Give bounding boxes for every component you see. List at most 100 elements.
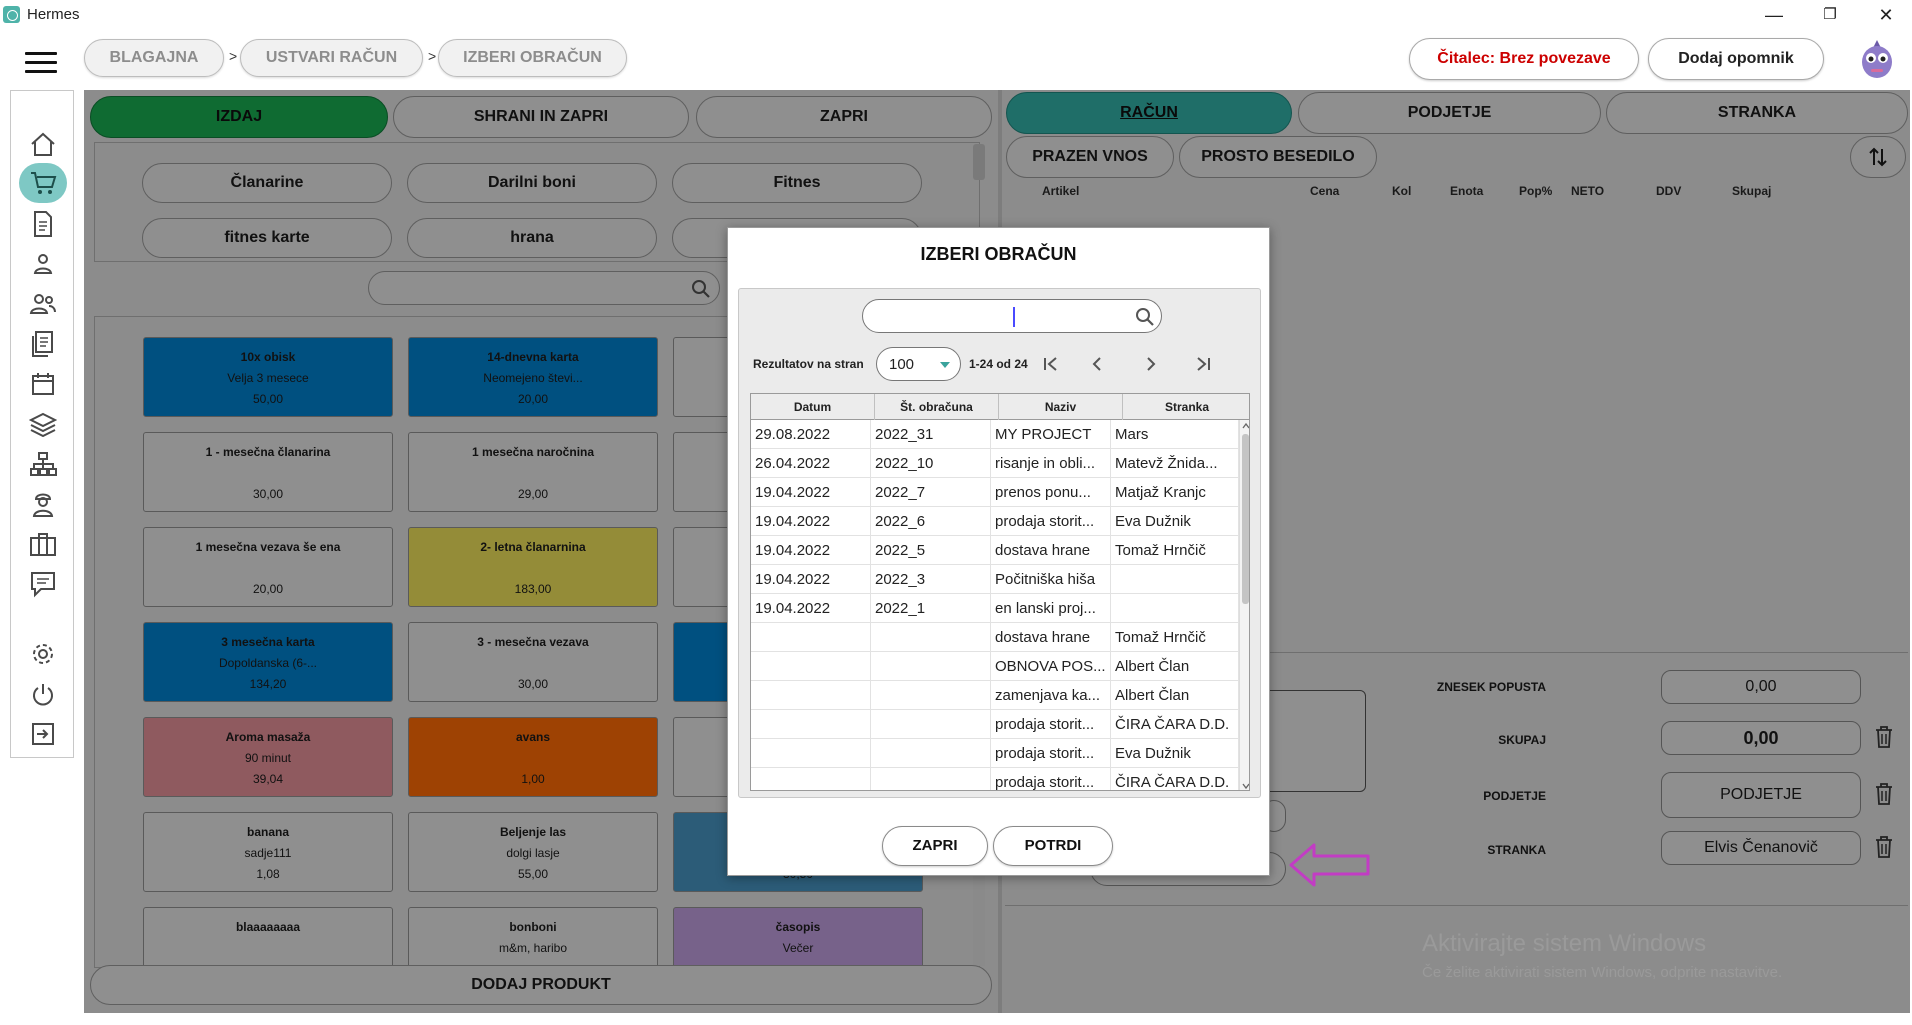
table-row[interactable]: 26.04.2022 2022_10 risanje in obli... Matev… bbox=[751, 449, 1239, 478]
trash-icon[interactable] bbox=[1875, 726, 1893, 748]
menu-icon[interactable] bbox=[25, 52, 57, 74]
customer-value[interactable]: Elvis Čenanovič bbox=[1661, 831, 1861, 865]
product-tile[interactable]: 3 - mesečna vezava 30,00 bbox=[408, 622, 658, 702]
close-invoice-button[interactable]: ZAPRI bbox=[696, 96, 992, 138]
chevron-up-icon[interactable] bbox=[1242, 422, 1250, 430]
table-row[interactable]: 19.04.2022 2022_1 en lanski proj... bbox=[751, 594, 1239, 623]
table-row[interactable]: prodaja storit... Eva Dužnik bbox=[751, 739, 1239, 768]
save-close-button[interactable]: SHRANI IN ZAPRI bbox=[393, 96, 689, 138]
users-icon[interactable] bbox=[28, 289, 58, 319]
last-page-button[interactable] bbox=[1185, 346, 1221, 382]
layers-icon[interactable] bbox=[28, 409, 58, 439]
worker-icon[interactable] bbox=[28, 489, 58, 519]
tab-customer[interactable]: STRANKA bbox=[1606, 92, 1908, 134]
dialog-close-button[interactable]: ZAPRI bbox=[882, 826, 988, 866]
table-row[interactable]: prodaja storit... ČIRA ČARA D.D. bbox=[751, 710, 1239, 739]
tab-company[interactable]: PODJETJE bbox=[1298, 92, 1601, 134]
category-button[interactable]: fitnes karte bbox=[142, 218, 392, 258]
product-tile[interactable]: bonboni m&m, haribo bbox=[408, 907, 658, 967]
table-row[interactable]: dostava hrane Tomaž Hrnčič bbox=[751, 623, 1239, 652]
category-button[interactable]: hrana bbox=[407, 218, 657, 258]
product-tile[interactable]: banana sadje111 1,08 bbox=[143, 812, 393, 892]
breadcrumb-blagajna[interactable]: BLAGAJNA bbox=[84, 39, 224, 77]
column-header[interactable]: Datum bbox=[751, 394, 875, 420]
breadcrumb-ustvari-racun[interactable]: USTVARI RAČUN bbox=[240, 39, 423, 77]
document-icon[interactable] bbox=[28, 209, 58, 239]
dialog-search-input[interactable] bbox=[862, 299, 1162, 333]
rows-per-page-select[interactable]: 100 bbox=[876, 347, 961, 381]
window-title: Hermes bbox=[27, 6, 80, 23]
product-search-input[interactable] bbox=[368, 271, 720, 305]
product-tile[interactable]: avans 1,00 bbox=[408, 717, 658, 797]
minimize-button[interactable]: — bbox=[1765, 5, 1783, 25]
cart-icon[interactable] bbox=[19, 163, 67, 203]
documents-icon[interactable] bbox=[28, 329, 58, 359]
maximize-button[interactable]: ❐ bbox=[1823, 6, 1837, 23]
product-tile[interactable]: 10x obisk Velja 3 mesece 50,00 bbox=[143, 337, 393, 417]
close-window-button[interactable]: ✕ bbox=[1878, 5, 1894, 25]
reader-status-button[interactable]: Čitalec: Brez povezave bbox=[1409, 38, 1639, 80]
previous-page-button[interactable] bbox=[1079, 346, 1115, 382]
table-row[interactable]: 29.08.2022 2022_31 MY PROJECT Mars bbox=[751, 420, 1239, 449]
chat-icon[interactable] bbox=[28, 569, 58, 599]
product-tile[interactable]: 2- letna članarnina 183,00 bbox=[408, 527, 658, 607]
product-name: 1 - mesečna članarina bbox=[205, 445, 331, 459]
tab-invoice[interactable]: RAČUN bbox=[1006, 92, 1292, 134]
trash-icon[interactable] bbox=[1875, 836, 1893, 858]
company-button[interactable]: PODJETJE bbox=[1661, 772, 1861, 818]
note-box[interactable] bbox=[1262, 690, 1366, 792]
table-row[interactable]: OBNOVA POS... Albert Član bbox=[751, 652, 1239, 681]
home-icon[interactable] bbox=[28, 129, 58, 159]
scrollbar-thumb[interactable] bbox=[1242, 434, 1249, 604]
calendar-icon[interactable] bbox=[28, 369, 58, 399]
product-tile[interactable]: 1 mesečna naročnina 29,00 bbox=[408, 432, 658, 512]
add-product-button[interactable]: DODAJ PRODUKT bbox=[90, 965, 992, 1005]
table-row[interactable]: 19.04.2022 2022_7 prenos ponu... Matjaž Kra… bbox=[751, 478, 1239, 507]
table-cell bbox=[751, 652, 871, 681]
column-header: Cena bbox=[1310, 184, 1340, 198]
briefcase-icon[interactable] bbox=[28, 529, 58, 559]
product-tile[interactable]: 3 mesečna karta Dopoldanska (6-... 134,20 bbox=[143, 622, 393, 702]
table-scrollbar[interactable] bbox=[1239, 420, 1250, 790]
dialog-confirm-button[interactable]: POTRDI bbox=[993, 826, 1113, 866]
column-header[interactable]: Št. obračuna bbox=[875, 394, 999, 420]
category-button[interactable]: Članarine bbox=[142, 163, 392, 203]
product-tile[interactable]: 1 mesečna vezava še ena 20,00 bbox=[143, 527, 393, 607]
avatar[interactable] bbox=[1857, 38, 1897, 80]
table-cell: 2022_5 bbox=[871, 536, 991, 565]
breadcrumb-izberi-obracun[interactable]: IZBERI OBRAČUN bbox=[438, 39, 627, 77]
table-cell bbox=[751, 768, 871, 790]
product-tile[interactable]: časopis Večer bbox=[673, 907, 923, 967]
rows-per-page-label: Rezultatov na stran bbox=[753, 357, 864, 371]
gear-icon[interactable] bbox=[28, 639, 58, 669]
product-tile[interactable]: 1 - mesečna članarina 30,00 bbox=[143, 432, 393, 512]
first-page-button[interactable] bbox=[1033, 346, 1069, 382]
product-tile[interactable]: blaaaaaaaa bbox=[143, 907, 393, 967]
next-page-button[interactable] bbox=[1133, 346, 1169, 382]
free-text-button[interactable]: PROSTO BESEDILO bbox=[1179, 136, 1377, 178]
table-row[interactable]: zamenjava ka... Albert Član bbox=[751, 681, 1239, 710]
trash-icon[interactable] bbox=[1875, 783, 1893, 805]
column-header[interactable]: Stranka bbox=[1164, 400, 1210, 414]
user-icon[interactable] bbox=[28, 249, 58, 279]
sort-button[interactable] bbox=[1850, 136, 1906, 178]
product-tile[interactable]: Beljenje las dolgi lasje 55,00 bbox=[408, 812, 658, 892]
category-button[interactable]: Fitnes bbox=[672, 163, 922, 203]
logout-icon[interactable] bbox=[28, 719, 58, 749]
table-row[interactable]: 19.04.2022 2022_3 Počitniška hiša bbox=[751, 565, 1239, 594]
table-cell: 2022_1 bbox=[871, 594, 991, 623]
power-icon[interactable] bbox=[28, 679, 58, 709]
category-button[interactable]: Darilni boni bbox=[407, 163, 657, 203]
product-tile[interactable]: Aroma masaža 90 minut 39,04 bbox=[143, 717, 393, 797]
product-tile[interactable]: 14-dnevna karta Neomejeno števi... 20,00 bbox=[408, 337, 658, 417]
table-row[interactable]: 19.04.2022 2022_5 dostava hrane Tomaž Hrnči… bbox=[751, 536, 1239, 565]
chevron-down-icon[interactable] bbox=[1242, 782, 1250, 790]
category-scrollbar[interactable] bbox=[973, 144, 985, 180]
table-row[interactable]: prodaja storit... ČIRA ČARA D.D. bbox=[751, 768, 1239, 790]
sitemap-icon[interactable] bbox=[28, 449, 58, 479]
empty-entry-button[interactable]: PRAZEN VNOS bbox=[1006, 136, 1174, 178]
table-row[interactable]: 19.04.2022 2022_6 prodaja storit... Eva Duž… bbox=[751, 507, 1239, 536]
issue-button[interactable]: IZDAJ bbox=[90, 96, 388, 138]
add-reminder-button[interactable]: Dodaj opomnik bbox=[1648, 38, 1824, 80]
column-header[interactable]: Naziv bbox=[999, 394, 1123, 420]
